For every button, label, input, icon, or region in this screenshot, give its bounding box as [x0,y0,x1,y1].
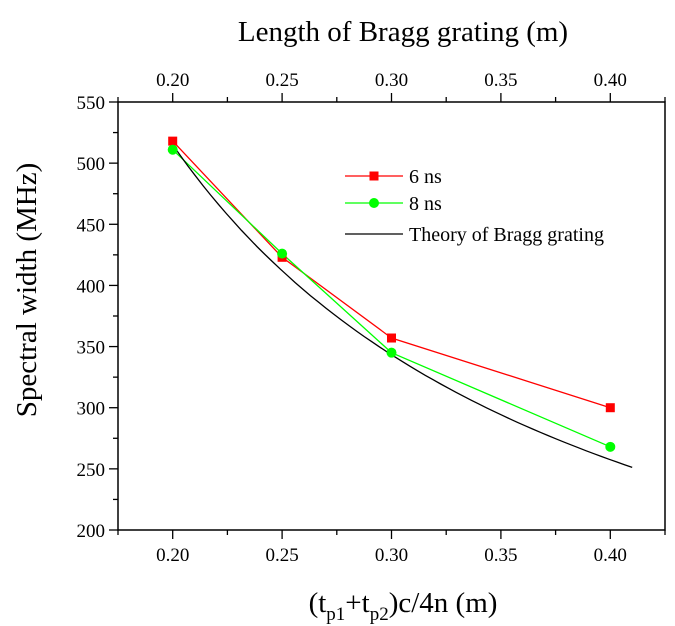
data-point-8ns [277,248,288,259]
x-tick-label-bottom: 0.30 [375,545,408,566]
y-tick-label: 400 [77,276,106,297]
x-axis-title-close: )c/4n (m) [389,587,498,619]
x-tick-label-top: 0.20 [156,70,189,91]
y-tick-label: 250 [77,460,106,481]
series-line-8-ns [172,149,611,448]
x-tick-label-bottom: 0.35 [484,545,517,566]
x-axis-title-sub1: p1 [326,604,345,625]
data-point-8ns [605,441,616,452]
y-tick-label: 500 [77,154,106,175]
y-tick-label: 550 [77,93,106,114]
legend-label: 6 ns [409,166,442,188]
series-lines [172,140,633,469]
tick-group: 200 250 300 350 400 450 500 550 0.20 0.20 0.25 0.25… [77,70,666,566]
series-line-6-ns [172,140,611,409]
x-tick-label-top: 0.35 [484,70,517,91]
x-axis-title-open: (t [309,587,327,619]
data-point-6ns [387,333,396,343]
legend-marker-circle [369,198,379,208]
y-axis-title: Spectral width (MHz) [11,163,43,418]
legend-label: Theory of Bragg grating [409,224,604,246]
y-tick-label: 350 [77,338,106,359]
plot-frame [117,101,666,531]
data-point-6ns [168,136,178,146]
x-axis-title-mid: +t [345,587,369,619]
series-markers [167,136,616,452]
legend-marker-square [369,171,379,181]
y-tick-label: 200 [77,521,106,542]
x-axis-title: (tp1+tp2)c/4n (m) [309,587,498,625]
data-point-6ns [605,403,615,413]
x-tick-label-bottom: 0.40 [594,545,627,566]
data-point-8ns [386,347,397,358]
legend: 6 ns 8 ns Theory of Bragg grating [345,166,604,246]
top-axis-title: Length of Bragg grating (m) [238,16,568,48]
x-tick-label-top: 0.40 [594,70,627,91]
series-line-theory-of-bragg-grating [172,144,633,469]
y-tick-label: 450 [77,215,106,236]
x-tick-label-top: 0.30 [375,70,408,91]
legend-label: 8 ns [409,193,442,215]
x-tick-label-bottom: 0.20 [156,545,189,566]
data-point-8ns [167,144,178,155]
y-tick-label: 300 [77,399,106,420]
x-tick-label-bottom: 0.25 [265,545,298,566]
x-axis-title-sub2: p2 [370,604,389,625]
x-tick-label-top: 0.25 [265,70,298,91]
